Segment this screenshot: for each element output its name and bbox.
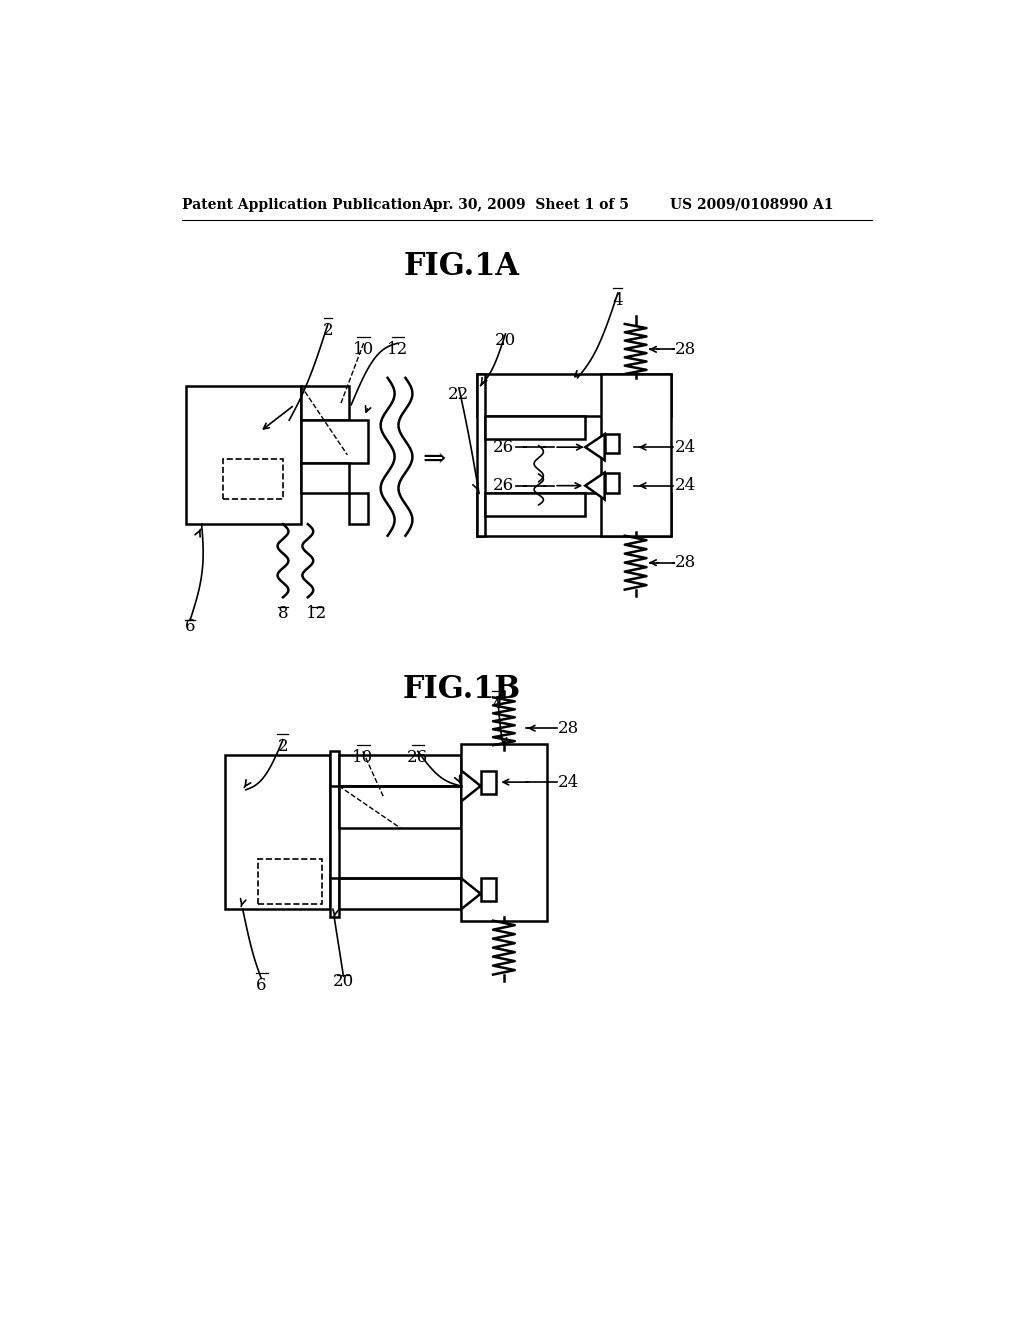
Bar [339, 785, 461, 829]
Text: 2: 2 [323, 322, 333, 339]
Text: 2: 2 [278, 738, 289, 755]
Text: 8: 8 [278, 605, 289, 622]
Text: 6: 6 [184, 618, 196, 635]
Polygon shape [461, 878, 480, 909]
Bar [480, 771, 496, 793]
Bar [330, 751, 339, 917]
Text: 28: 28 [558, 719, 580, 737]
Polygon shape [461, 771, 480, 801]
Text: 28: 28 [675, 554, 695, 572]
Bar [461, 743, 547, 921]
Bar [604, 434, 618, 453]
Bar [339, 878, 461, 909]
Bar [301, 420, 369, 462]
Bar [301, 385, 349, 420]
Bar [186, 385, 301, 524]
Text: 20: 20 [495, 331, 516, 348]
Bar [349, 494, 369, 524]
Text: 26: 26 [493, 477, 514, 494]
Text: 24: 24 [558, 774, 580, 791]
Text: 4: 4 [612, 292, 624, 309]
Bar [484, 416, 586, 440]
Text: 22: 22 [449, 385, 470, 403]
Bar [339, 755, 461, 785]
Text: 28: 28 [675, 341, 695, 358]
Bar [222, 459, 283, 499]
Text: 10: 10 [353, 341, 374, 358]
Bar [601, 374, 671, 536]
Text: ⇒: ⇒ [423, 445, 445, 473]
Polygon shape [586, 473, 604, 499]
Bar [225, 755, 330, 909]
Text: 26: 26 [493, 438, 514, 455]
Text: 20: 20 [333, 973, 354, 990]
Text: 10: 10 [352, 748, 374, 766]
Text: Apr. 30, 2009  Sheet 1 of 5: Apr. 30, 2009 Sheet 1 of 5 [423, 198, 630, 211]
Bar [301, 462, 349, 494]
Text: FIG.1A: FIG.1A [403, 251, 519, 281]
Text: 26: 26 [408, 748, 428, 766]
Text: 24: 24 [675, 477, 695, 494]
Bar [258, 859, 322, 904]
Bar [477, 494, 671, 536]
Text: US 2009/0108990 A1: US 2009/0108990 A1 [671, 198, 834, 211]
Bar [484, 494, 586, 516]
Text: 12: 12 [387, 341, 409, 358]
Bar [477, 374, 671, 416]
Bar [477, 374, 484, 536]
Bar [604, 473, 618, 494]
Text: FIG.1B: FIG.1B [402, 675, 520, 705]
Polygon shape [586, 434, 604, 461]
Text: Patent Application Publication: Patent Application Publication [182, 198, 422, 211]
Bar [480, 878, 496, 902]
Text: 12: 12 [306, 605, 327, 622]
Text: 24: 24 [675, 438, 695, 455]
Text: 4: 4 [493, 696, 503, 711]
Text: 6: 6 [256, 977, 266, 994]
